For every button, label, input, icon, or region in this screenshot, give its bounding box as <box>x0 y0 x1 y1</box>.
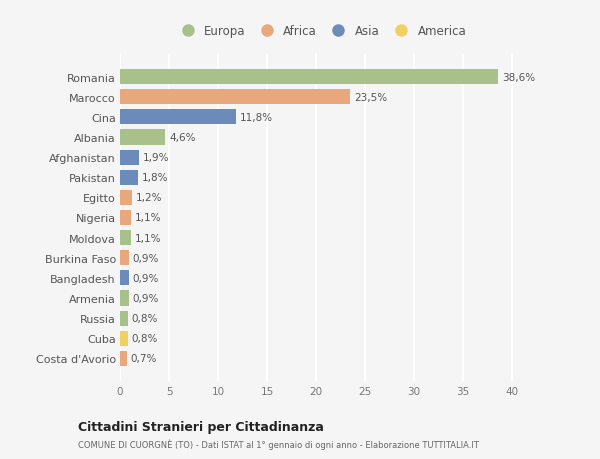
Text: 1,2%: 1,2% <box>136 193 162 203</box>
Bar <box>120 150 139 165</box>
Text: 1,1%: 1,1% <box>135 233 161 243</box>
Bar <box>120 311 128 326</box>
Bar <box>120 211 131 225</box>
Bar <box>120 351 127 366</box>
Text: 23,5%: 23,5% <box>355 93 388 102</box>
Text: 0,8%: 0,8% <box>132 334 158 343</box>
Text: 1,1%: 1,1% <box>135 213 161 223</box>
Text: 1,8%: 1,8% <box>142 173 168 183</box>
Text: 38,6%: 38,6% <box>502 73 536 83</box>
Legend: Europa, Africa, Asia, America: Europa, Africa, Asia, America <box>172 22 470 42</box>
Bar <box>120 130 165 145</box>
Bar <box>120 331 128 346</box>
Bar <box>120 271 129 286</box>
Bar <box>120 170 137 185</box>
Text: 11,8%: 11,8% <box>239 112 273 123</box>
Bar <box>120 190 132 206</box>
Bar <box>120 230 131 246</box>
Text: 0,9%: 0,9% <box>133 273 159 283</box>
Bar <box>120 251 129 266</box>
Text: 0,9%: 0,9% <box>133 253 159 263</box>
Bar <box>120 70 499 85</box>
Bar <box>120 291 129 306</box>
Text: 0,7%: 0,7% <box>131 353 157 364</box>
Text: COMUNE DI CUORGNÈ (TO) - Dati ISTAT al 1° gennaio di ogni anno - Elaborazione TU: COMUNE DI CUORGNÈ (TO) - Dati ISTAT al 1… <box>78 438 479 449</box>
Text: 0,9%: 0,9% <box>133 293 159 303</box>
Text: 0,8%: 0,8% <box>132 313 158 324</box>
Text: 4,6%: 4,6% <box>169 133 196 143</box>
Bar <box>120 110 236 125</box>
Text: Cittadini Stranieri per Cittadinanza: Cittadini Stranieri per Cittadinanza <box>78 420 324 433</box>
Text: 1,9%: 1,9% <box>143 153 169 163</box>
Bar <box>120 90 350 105</box>
